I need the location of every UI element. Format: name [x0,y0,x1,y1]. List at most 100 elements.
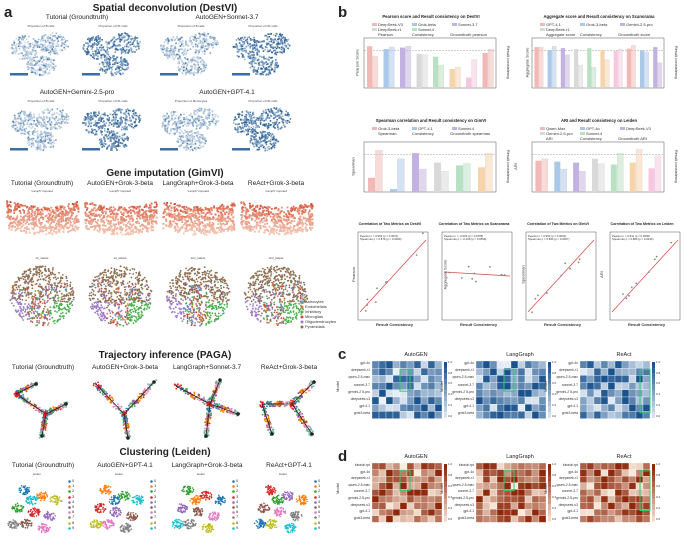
cell-point [60,285,62,287]
spot [101,219,104,222]
cell-point [66,305,69,308]
spot [276,124,279,126]
spot [273,69,275,71]
cell-point [21,299,24,301]
spot [48,208,50,210]
spot [281,52,283,55]
spot [241,122,243,124]
spot [50,143,53,145]
spot [112,215,115,218]
spot [252,51,255,54]
spot [106,135,108,138]
spot [43,144,46,146]
spot [25,51,27,53]
spot [181,71,183,74]
spot [113,123,115,125]
spot [45,133,47,136]
spot [199,48,202,50]
spot [56,220,59,222]
spot [260,67,263,70]
spot [126,128,128,131]
spot [127,42,130,44]
spot [276,115,278,117]
spot [254,116,256,119]
spot [74,225,77,228]
spot [261,133,263,135]
spot [275,47,278,50]
spot [108,55,111,58]
spot [39,149,42,151]
spot [189,140,191,143]
spot [103,205,106,208]
spot [201,122,203,125]
spot [280,126,283,129]
spot [273,135,275,138]
spot [134,227,136,229]
spot [256,117,259,119]
spot [162,44,165,47]
spot [7,204,10,207]
spot [168,115,170,117]
spot [198,144,201,147]
spot [106,69,109,71]
spot [53,112,56,114]
spot [243,41,245,43]
spot [249,57,252,59]
spot [64,44,67,46]
spot [258,136,261,139]
spot [240,47,242,50]
spot [24,130,26,133]
spot [155,201,157,204]
spot [42,143,45,146]
spot [59,122,62,125]
spot [170,46,172,49]
spot [116,126,118,128]
spot [126,39,128,41]
spot [196,117,199,120]
spot [22,221,25,224]
spot [265,68,267,71]
spot [124,51,127,53]
spot [45,36,48,39]
spot [60,35,63,38]
spot [37,120,40,122]
spot [103,54,106,56]
spot [77,210,80,213]
spot [267,42,270,45]
spot [147,227,150,230]
spot [244,125,246,127]
spot [232,122,235,124]
spot [55,226,58,229]
spot [111,69,113,71]
colorbar [10,73,28,76]
spot [19,52,22,55]
spot [216,115,219,118]
spot [188,122,190,124]
spot [165,39,168,42]
spot [32,45,35,48]
spot [110,222,112,225]
spot [135,231,138,233]
spot [39,69,41,71]
spot [269,65,272,67]
cell-point [57,277,59,279]
spot [118,67,120,70]
spot [201,135,204,138]
cell-point [18,290,21,293]
spot [280,117,282,119]
spot [262,134,265,137]
spot [25,52,28,55]
spot [112,59,114,62]
spot [87,46,89,48]
spot [254,142,257,144]
spot [47,216,50,219]
spot [57,40,59,42]
spot [34,50,37,52]
spot [137,45,140,48]
spot [45,214,48,217]
spot [41,46,43,49]
spot [201,68,203,70]
spot [184,39,187,42]
spot [52,135,54,137]
spot [201,58,204,61]
